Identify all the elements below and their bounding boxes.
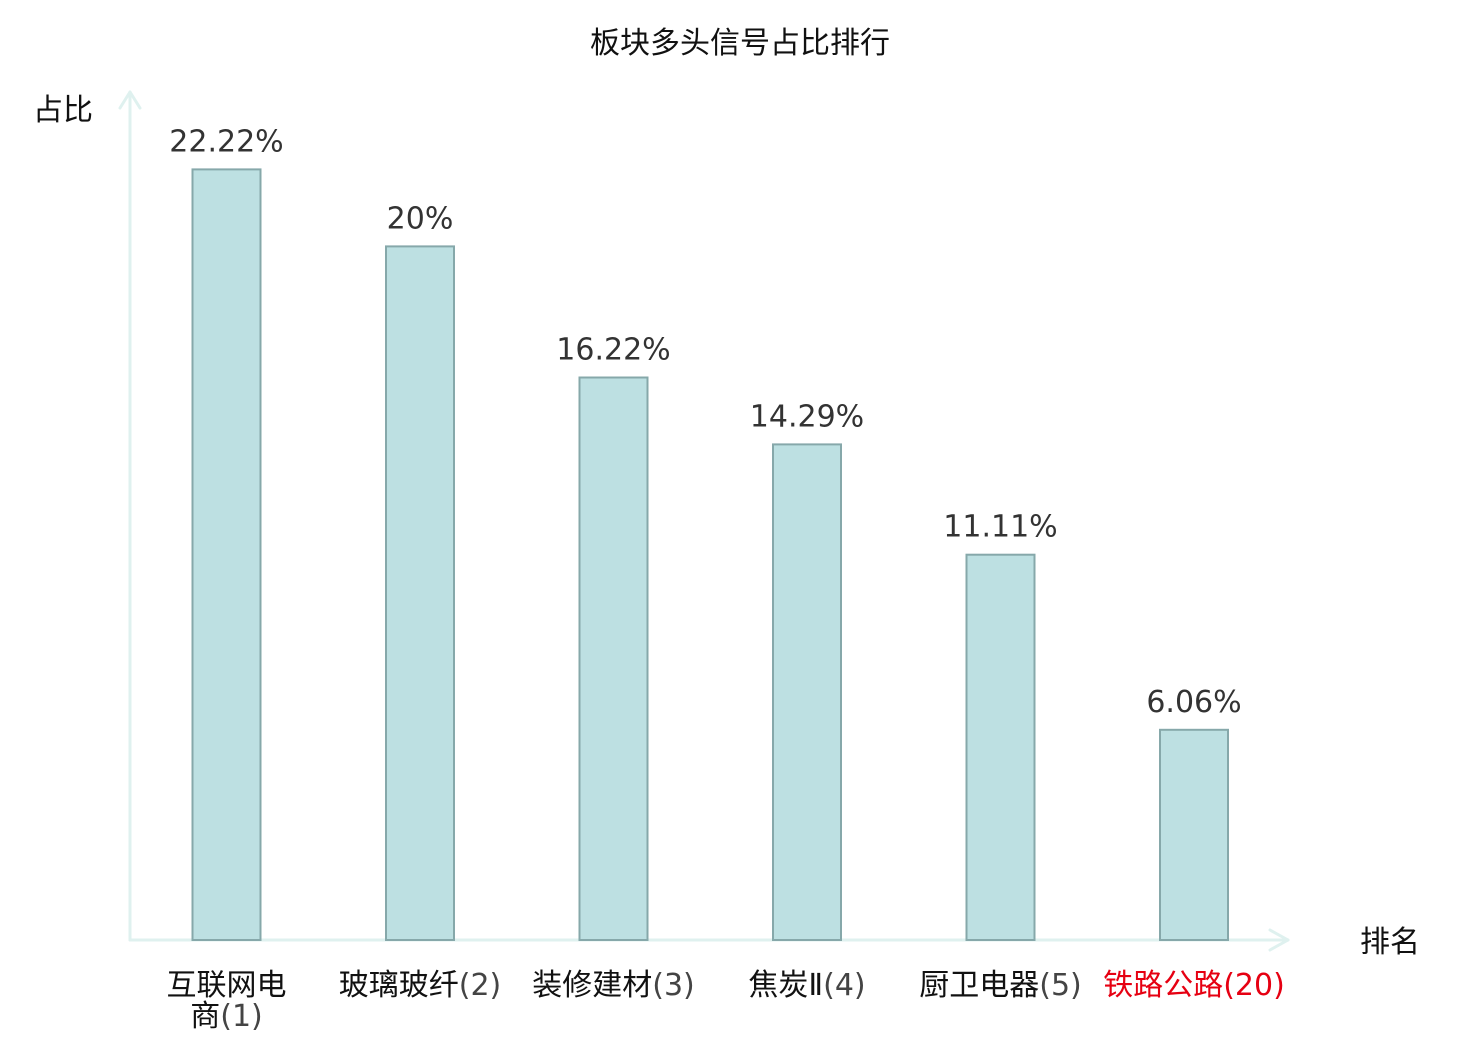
category-name-continued: 商 — [190, 999, 220, 1034]
y-axis-label: 占比 — [33, 93, 93, 128]
bars-group — [191, 168, 1229, 941]
bar-6 — [1159, 728, 1229, 941]
category-name: 互联网电 — [167, 968, 287, 1003]
category-label-1: 互联网电 — [167, 968, 287, 1003]
value-labels-group: 22.22% 20% 16.22% 14.29% 11.11% 6.06% — [169, 124, 1241, 719]
value-label-6: 6.06% — [1146, 685, 1241, 720]
category-rank: (1) — [220, 999, 263, 1034]
bar-4 — [772, 443, 842, 941]
category-label-6: 铁路公路(20) — [1103, 968, 1285, 1003]
category-rank: (2) — [459, 968, 502, 1003]
category-name: 铁路公路 — [1103, 968, 1223, 1003]
bar-1 — [191, 168, 262, 941]
x-axis-label: 排名 — [1360, 925, 1420, 960]
category-rank: (4) — [823, 968, 866, 1003]
chart-title: 板块多头信号占比排行 — [590, 26, 890, 61]
y-axis-arrow — [118, 90, 142, 110]
category-name: 装修建材 — [532, 968, 652, 1003]
category-name: 玻璃玻纤 — [339, 968, 459, 1003]
bar-3 — [578, 376, 649, 941]
value-label-4: 14.29% — [750, 399, 864, 434]
x-axis-arrow — [1268, 928, 1290, 952]
category-rank: (20) — [1223, 968, 1285, 1003]
category-label-4: 焦炭Ⅱ(4) — [748, 968, 865, 1003]
bar-5 — [965, 553, 1036, 941]
category-label-2: 玻璃玻纤(2) — [339, 968, 502, 1003]
value-label-3: 16.22% — [556, 333, 670, 368]
value-label-5: 11.11% — [943, 510, 1057, 545]
category-rank: (3) — [652, 968, 695, 1003]
category-label-5: 厨卫电器(5) — [919, 968, 1082, 1003]
value-label-2: 20% — [387, 201, 454, 236]
category-name: 焦炭Ⅱ — [748, 968, 823, 1003]
category-name: 厨卫电器 — [919, 968, 1039, 1003]
value-label-1: 22.22% — [169, 124, 283, 159]
category-rank: (5) — [1039, 968, 1082, 1003]
bar-2 — [385, 245, 455, 941]
category-label-1-line2: 商(1) — [190, 999, 263, 1034]
category-label-3: 装修建材(3) — [532, 968, 695, 1003]
